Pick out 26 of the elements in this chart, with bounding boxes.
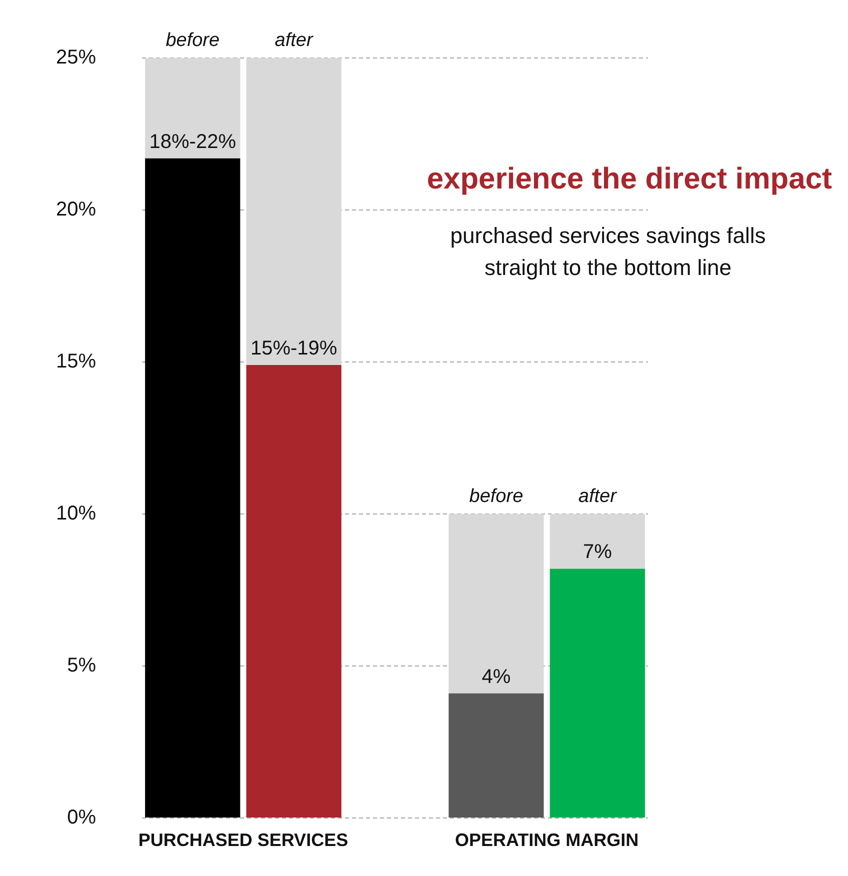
bar: [246, 365, 342, 818]
bar: [550, 514, 645, 569]
x-tick-label: before: [469, 486, 524, 507]
bar: [246, 58, 342, 366]
annotation: 15%-19%: [250, 338, 338, 360]
text: OPERATING MARGIN: [454, 830, 639, 850]
y-tick-label: 0%: [67, 806, 96, 829]
x-tick-label: after: [274, 30, 314, 51]
annotation: 4%: [482, 666, 511, 688]
bar: [448, 693, 544, 818]
annotation: 7%: [582, 541, 612, 564]
y-tick-label: 15%: [56, 350, 96, 373]
annotation: 18%-22%: [149, 130, 236, 153]
bar: [448, 514, 544, 694]
y-tick-label: 5%: [67, 654, 96, 677]
text: purchased services savings falls straight to the bottom line: [450, 223, 766, 280]
y-tick-label: 25%: [56, 46, 96, 69]
bar: [550, 568, 645, 818]
text: PURCHASED SERVICES: [138, 830, 348, 850]
text: experience the direct impact: [426, 162, 832, 196]
bar: [145, 158, 240, 818]
y-tick-label: 20%: [56, 198, 96, 221]
y-tick-label: 10%: [56, 502, 96, 525]
x-tick-label: before: [166, 30, 220, 51]
x-tick-label: after: [578, 486, 618, 507]
bar: [145, 58, 240, 158]
